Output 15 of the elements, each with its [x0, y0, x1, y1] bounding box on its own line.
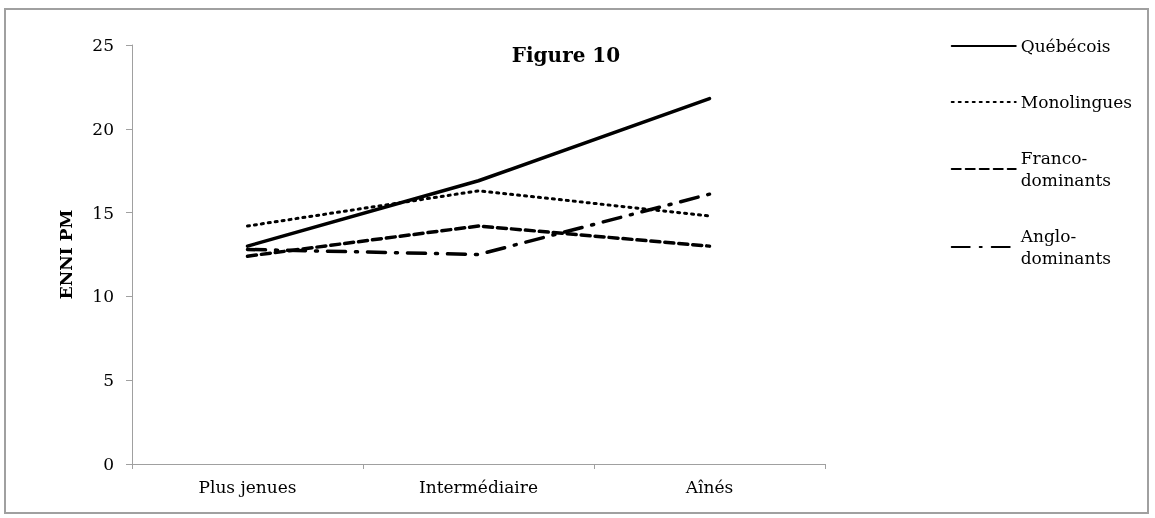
legend-label: Anglo-dominants: [1019, 226, 1111, 268]
y-tick-label: 0: [103, 454, 114, 474]
legend-label: Québécois: [1020, 36, 1111, 56]
y-axis-title: ENNI PM: [55, 209, 76, 300]
x-tick-label: Intermédiaire: [419, 476, 538, 497]
y-tick-label: 10: [92, 286, 114, 307]
x-tick-label: Aînés: [684, 476, 734, 497]
y-tick-label: 20: [92, 118, 114, 139]
chart-title: Figure 10: [511, 43, 621, 67]
x-tick-label: Plus jenues: [198, 476, 297, 497]
y-tick-label: 5: [103, 370, 114, 391]
legend-label: Franco-dominants: [1020, 148, 1111, 190]
y-tick-label: 25: [92, 35, 114, 55]
y-tick-label: 15: [92, 202, 114, 223]
legend-label: Monolingues: [1020, 92, 1132, 112]
